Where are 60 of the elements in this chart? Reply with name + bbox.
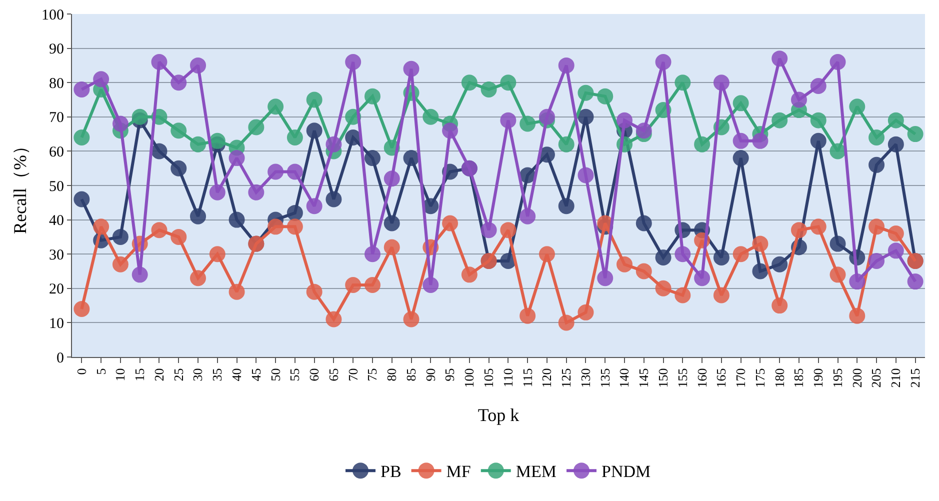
x-tick-label: 25 xyxy=(170,368,186,382)
x-tick-label: 5 xyxy=(93,368,108,375)
x-tick-label: 150 xyxy=(656,368,671,388)
x-tick-label: 125 xyxy=(558,368,574,388)
x-tick-label: 180 xyxy=(772,368,787,388)
y-tick-label: 100 xyxy=(42,7,64,24)
y-tick-label: 40 xyxy=(49,213,64,230)
x-tick-label: 0 xyxy=(74,368,89,375)
x-tick-label: 85 xyxy=(403,368,418,382)
x-tick-label: 70 xyxy=(345,368,360,382)
x-tick-label: 165 xyxy=(714,368,729,388)
x-tick-label: 10 xyxy=(112,368,128,382)
x-tick-label: 160 xyxy=(694,368,710,388)
legend-label: MEM xyxy=(516,462,556,482)
x-tick-label: 90 xyxy=(422,368,438,382)
x-tick-label: 210 xyxy=(888,368,904,388)
y-tick-label: 10 xyxy=(49,316,64,332)
x-tick-label: 200 xyxy=(849,368,864,388)
x-tick-label: 45 xyxy=(248,368,264,382)
x-tick-label: 75 xyxy=(364,368,380,382)
x-axis-title: Top k xyxy=(478,405,520,425)
y-tick-label: 30 xyxy=(49,247,64,264)
x-tick-label: 215 xyxy=(908,368,923,388)
x-tick-label: 15 xyxy=(132,368,148,382)
x-tick-label: 145 xyxy=(636,368,652,388)
x-tick-label: 65 xyxy=(326,368,341,382)
x-tick-label: 50 xyxy=(268,368,283,382)
x-tick-label: 55 xyxy=(287,368,302,382)
x-tick-label: 135 xyxy=(597,368,612,388)
x-tick-label: 95 xyxy=(442,368,458,382)
x-tick-label: 175 xyxy=(752,368,768,388)
x-tick-label: 190 xyxy=(810,368,826,388)
y-tick-label: 20 xyxy=(49,282,64,298)
x-tick-label: 35 xyxy=(210,368,225,382)
x-tick-label: 80 xyxy=(384,368,400,382)
x-tick-label: 105 xyxy=(481,368,496,388)
x-tick-label: 20 xyxy=(151,368,166,382)
x-tick-label: 140 xyxy=(616,368,632,388)
y-tick-label: 90 xyxy=(49,42,64,58)
x-tick-label: 100 xyxy=(462,368,477,388)
legend-label: PNDM xyxy=(602,462,651,482)
x-tick-label: 130 xyxy=(578,368,593,388)
x-tick-label: 170 xyxy=(733,368,748,388)
y-axis-title: Recall（%） xyxy=(10,137,30,234)
y-tick-label: 50 xyxy=(49,178,64,195)
y-tick-label: 70 xyxy=(49,110,64,126)
x-tick-label: 110 xyxy=(500,368,516,388)
x-tick-label: 40 xyxy=(229,368,244,382)
y-tick-label: 80 xyxy=(49,76,64,92)
y-tick-label: 60 xyxy=(49,144,64,160)
x-tick-label: 120 xyxy=(539,368,554,388)
legend-label: PB xyxy=(380,462,402,482)
x-tick-label: 195 xyxy=(830,368,845,388)
x-tick-label: 185 xyxy=(791,368,806,388)
x-tick-label: 30 xyxy=(190,368,206,382)
x-tick-label: 60 xyxy=(306,368,322,382)
x-tick-label: 115 xyxy=(520,368,535,388)
x-tick-label: 155 xyxy=(674,368,690,388)
legend-label: MF xyxy=(446,462,471,482)
x-tick-label: 205 xyxy=(868,368,884,388)
